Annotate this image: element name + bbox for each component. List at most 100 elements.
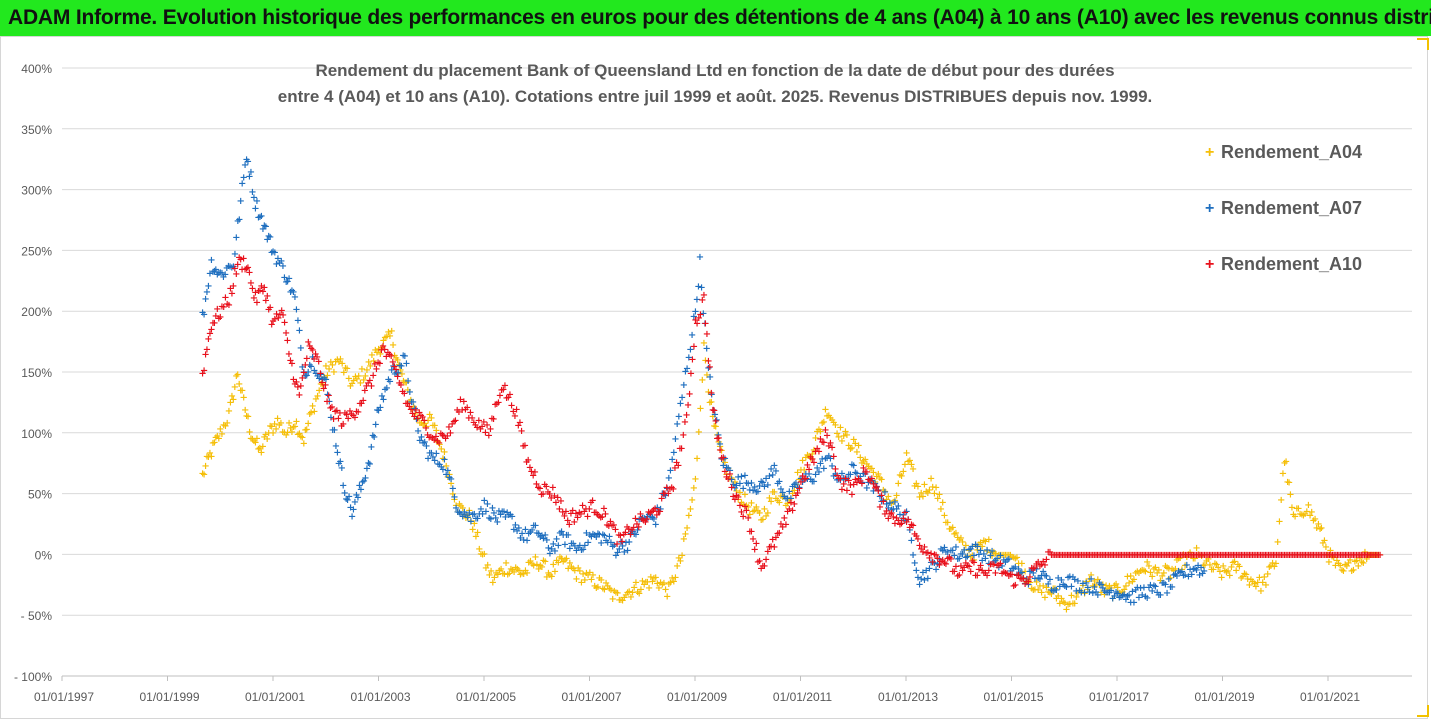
data-point: + — [1319, 550, 1327, 561]
data-point: + — [343, 495, 351, 506]
data-point: + — [1161, 579, 1169, 590]
data-point: + — [521, 565, 529, 576]
data-point: + — [462, 510, 470, 521]
data-point: + — [434, 459, 442, 470]
data-point: + — [739, 484, 747, 495]
data-point: + — [210, 318, 218, 329]
data-point: + — [200, 470, 208, 481]
data-point: + — [1115, 588, 1123, 599]
data-point: + — [1192, 550, 1200, 561]
data-point: + — [868, 463, 876, 474]
data-point: + — [511, 520, 519, 531]
data-point: + — [958, 565, 966, 576]
data-point: + — [1148, 586, 1156, 597]
data-point: + — [874, 469, 882, 480]
data-point: + — [490, 572, 498, 583]
data-point: + — [587, 497, 595, 508]
data-point: + — [242, 154, 250, 165]
data-point: + — [853, 478, 861, 489]
data-point: + — [1023, 574, 1031, 585]
data-point: + — [727, 475, 735, 486]
data-point: + — [764, 508, 772, 519]
data-point: + — [1013, 569, 1021, 580]
legend-label-a07: Rendement_A07 — [1221, 198, 1363, 218]
data-point: + — [823, 431, 831, 442]
data-point: + — [1280, 458, 1288, 469]
x-tick-label: 01/01/2017 — [1089, 690, 1149, 704]
data-point: + — [530, 521, 538, 532]
data-point: + — [546, 548, 554, 559]
data-point: + — [1202, 550, 1210, 561]
data-point: + — [247, 167, 255, 178]
data-point: + — [701, 355, 709, 366]
data-point: + — [608, 520, 616, 531]
data-point: + — [679, 430, 687, 441]
data-point: + — [685, 352, 693, 363]
data-point: + — [511, 411, 519, 422]
data-point: + — [543, 572, 551, 583]
data-point: + — [927, 558, 935, 569]
data-point: + — [744, 478, 752, 489]
data-point: + — [1155, 565, 1163, 576]
data-point: + — [1092, 587, 1100, 598]
data-point: + — [684, 400, 692, 411]
data-point: + — [1178, 550, 1186, 561]
data-point: + — [668, 483, 676, 494]
data-point: + — [1143, 550, 1151, 561]
data-point: + — [301, 425, 309, 436]
data-point: + — [760, 482, 768, 493]
data-point: + — [528, 525, 536, 536]
data-point: + — [260, 220, 268, 231]
data-point: + — [774, 479, 782, 490]
data-point: + — [386, 377, 394, 388]
data-point: + — [419, 420, 427, 431]
data-point: + — [262, 296, 270, 307]
data-point: + — [1135, 550, 1143, 561]
data-point: + — [204, 452, 212, 463]
data-point: + — [1184, 550, 1192, 561]
data-point: + — [755, 556, 763, 567]
data-point: + — [782, 520, 790, 531]
data-point: + — [772, 466, 780, 477]
data-point: + — [606, 517, 614, 528]
data-point: + — [840, 431, 848, 442]
data-point: + — [516, 533, 524, 544]
data-point: + — [308, 401, 316, 412]
data-point: + — [1204, 554, 1212, 565]
data-point: + — [1234, 560, 1242, 571]
data-point: + — [802, 453, 810, 464]
data-point: + — [838, 436, 846, 447]
data-point: + — [569, 505, 577, 516]
data-point: + — [401, 377, 409, 388]
data-point: + — [998, 561, 1006, 572]
data-point: + — [1370, 550, 1378, 561]
data-point: + — [1024, 575, 1032, 586]
data-point: + — [911, 529, 919, 540]
y-tick-label: 350% — [21, 123, 52, 137]
data-point: + — [1261, 550, 1269, 561]
data-point: + — [1057, 594, 1065, 605]
data-point: + — [383, 383, 391, 394]
data-point: + — [336, 408, 344, 419]
data-point: + — [1272, 550, 1280, 561]
data-point: + — [1138, 550, 1146, 561]
data-point: + — [666, 578, 674, 589]
data-point: + — [1179, 571, 1187, 582]
data-point: + — [1005, 571, 1013, 582]
data-point: + — [891, 518, 899, 529]
data-point: + — [924, 548, 932, 559]
data-point: + — [206, 448, 214, 459]
data-point: + — [571, 566, 579, 577]
data-point: + — [432, 425, 440, 436]
data-point: + — [1267, 561, 1275, 572]
data-point: + — [536, 484, 544, 495]
data-point: + — [541, 530, 549, 541]
data-point: + — [389, 361, 397, 372]
data-point: + — [360, 375, 368, 386]
data-point: + — [681, 367, 689, 378]
data-point: + — [1120, 590, 1128, 601]
data-point: + — [437, 444, 445, 455]
data-point: + — [876, 502, 884, 513]
data-point: + — [215, 268, 223, 279]
data-point: + — [1288, 503, 1296, 514]
